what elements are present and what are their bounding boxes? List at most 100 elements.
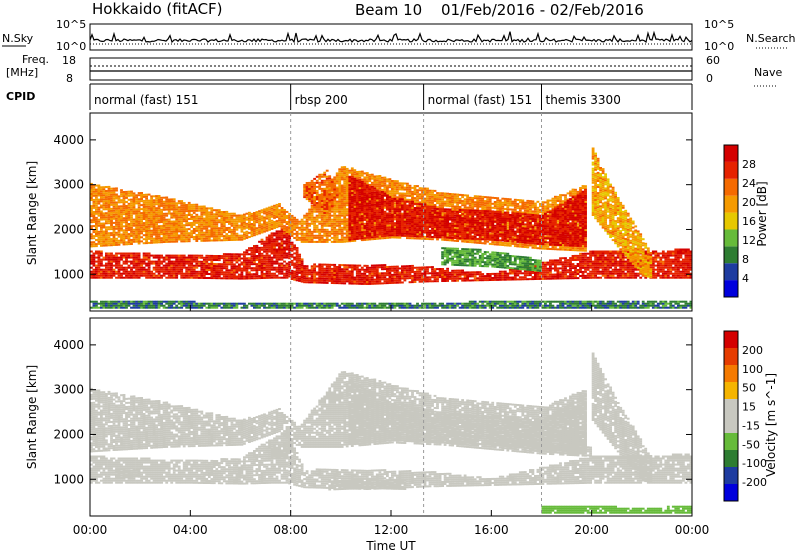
heatmap-cell — [202, 262, 206, 265]
heatmap-cell — [614, 264, 618, 267]
heatmap-cell — [125, 254, 128, 257]
heatmap-cell — [298, 277, 302, 280]
heatmap-cell — [661, 274, 665, 277]
heatmap-cell — [338, 206, 342, 209]
heatmap-cell — [310, 279, 314, 282]
heatmap-cell — [212, 277, 216, 280]
heatmap-cell — [270, 264, 274, 267]
heatmap-cell — [298, 269, 302, 272]
heatmap-cell — [365, 182, 369, 185]
heatmap-cell — [110, 199, 113, 202]
heatmap-cell — [383, 282, 387, 285]
heatmap-cell — [92, 215, 96, 217]
heatmap-cell — [195, 274, 199, 277]
heatmap-cell — [391, 236, 394, 239]
heatmap-cell — [350, 169, 354, 172]
heatmap-cell — [230, 214, 234, 217]
heatmap-cell — [160, 270, 164, 273]
heatmap-cell — [117, 221, 121, 224]
heatmap-cell — [233, 253, 236, 256]
heatmap-cell — [481, 279, 485, 282]
heatmap-cell — [368, 230, 372, 233]
heatmap-cell — [185, 204, 189, 206]
heatmap-cell — [95, 264, 98, 267]
heatmap-cell — [212, 237, 216, 240]
heatmap-cell — [155, 197, 159, 200]
heatmap-cell — [207, 237, 211, 240]
heatmap-cell — [383, 182, 387, 185]
heatmap-cell — [265, 260, 269, 263]
heatmap-cell — [165, 204, 169, 207]
heatmap-cell — [373, 264, 377, 267]
heatmap-cell — [273, 242, 276, 245]
heatmap-cell — [225, 263, 229, 266]
heatmap-cell — [105, 274, 108, 277]
heatmap-cell — [421, 276, 424, 279]
heatmap-cell — [544, 261, 547, 264]
heatmap-cell — [187, 276, 191, 279]
heatmap-cell — [554, 277, 557, 280]
heatmap-cell — [293, 216, 297, 219]
heatmap-cell — [606, 276, 610, 279]
heatmap-cell — [248, 253, 251, 256]
heatmap-cell — [674, 258, 678, 261]
heatmap-cell — [225, 255, 229, 258]
heatmap-cell — [207, 235, 211, 238]
heatmap-cell — [250, 223, 254, 225]
heatmap-cell — [353, 175, 357, 178]
heatmap-cell — [536, 271, 540, 274]
heatmap-cell — [401, 267, 404, 270]
heatmap-cell — [328, 263, 332, 266]
heatmap-cell — [596, 258, 600, 261]
heatmap-cell — [258, 256, 261, 259]
heatmap-cell — [95, 212, 98, 215]
heatmap-cell — [310, 273, 314, 276]
heatmap-cell — [298, 275, 302, 278]
heatmap-cell — [97, 268, 101, 271]
heatmap-cell — [345, 220, 349, 223]
heatmap-cell — [165, 264, 169, 267]
heatmap-cell — [654, 250, 658, 253]
heatmap-cell — [654, 254, 658, 257]
heatmap-cell — [388, 272, 392, 274]
heatmap-cell — [506, 278, 510, 281]
heatmap-cell — [263, 246, 266, 249]
heatmap-cell — [283, 229, 286, 232]
heatmap-cell — [631, 264, 635, 267]
heatmap-cell — [137, 252, 141, 255]
heatmap-cell — [599, 260, 603, 263]
heatmap-cell — [303, 271, 307, 274]
heatmap-cell — [107, 234, 111, 237]
heatmap-cell — [253, 259, 256, 262]
heatmap-cell — [122, 199, 126, 202]
heatmap-cell — [125, 258, 128, 261]
heatmap-cell — [135, 264, 139, 267]
heatmap-cell — [238, 255, 241, 258]
heatmap-cell — [443, 273, 447, 276]
heatmap-cell — [290, 214, 294, 217]
heatmap-cell — [207, 223, 211, 226]
heatmap-cell — [413, 266, 417, 269]
heatmap-cell — [125, 256, 128, 259]
heatmap-cell — [295, 232, 299, 235]
heatmap-cell — [664, 266, 668, 269]
heatmap-cell — [433, 278, 437, 281]
heatmap-cell — [370, 234, 374, 237]
heatmap-cell — [388, 184, 392, 187]
heatmap-cell — [135, 256, 139, 259]
heatmap-cell — [258, 277, 261, 280]
heatmap-cell — [280, 240, 284, 243]
heatmap-cell — [157, 241, 161, 244]
heatmap-cell — [228, 271, 231, 274]
heatmap-cell — [132, 260, 136, 263]
heatmap-cell — [335, 232, 339, 235]
heatmap-cell — [228, 263, 231, 266]
heatmap-cell — [596, 272, 600, 275]
heatmap-cell — [270, 225, 274, 228]
heatmap-cell — [185, 270, 189, 273]
heatmap-cell — [253, 253, 256, 256]
heatmap-cell — [310, 214, 314, 217]
heatmap-cell — [190, 234, 194, 237]
heatmap-cell — [493, 278, 497, 281]
heatmap-cell — [345, 276, 349, 279]
